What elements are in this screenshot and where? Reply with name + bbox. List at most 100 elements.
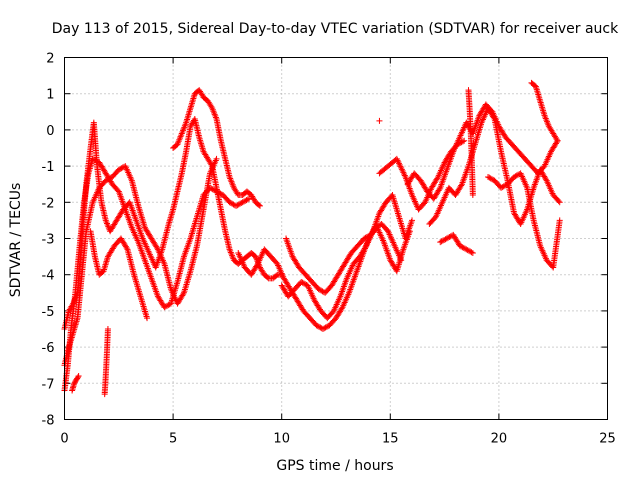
data-point	[313, 322, 320, 329]
series-trace-f	[69, 373, 82, 394]
data-point	[75, 373, 82, 380]
data-point	[302, 281, 309, 288]
data-point	[212, 187, 219, 194]
data-point	[208, 103, 215, 110]
data-point	[376, 117, 383, 124]
data-point	[463, 246, 470, 253]
data-point	[499, 184, 506, 191]
data-point	[316, 323, 323, 330]
data-point	[162, 303, 169, 310]
data-point	[246, 195, 253, 202]
data-point	[485, 173, 492, 180]
data-point	[459, 244, 466, 251]
data-point	[553, 136, 560, 143]
data-point	[240, 198, 247, 205]
x-tick-label: 10	[273, 432, 290, 447]
y-tick-label: 1	[46, 88, 54, 103]
series-trace-e	[101, 326, 111, 398]
series-trace-p	[437, 231, 476, 256]
data-point	[74, 374, 81, 381]
series-trace-o	[485, 170, 563, 271]
data-point	[144, 315, 151, 322]
data-point	[315, 286, 322, 293]
data-point	[230, 201, 237, 208]
y-axis-label: SDTVAR / TECUs	[8, 183, 24, 298]
data-point	[234, 202, 241, 209]
series-trace-n	[528, 79, 561, 144]
data-point	[165, 302, 172, 309]
data-point	[115, 166, 122, 173]
data-point	[458, 243, 465, 250]
data-point	[512, 173, 519, 180]
data-point	[464, 247, 471, 254]
data-point	[316, 286, 323, 293]
x-tick-label: 20	[491, 432, 508, 447]
data-point	[236, 200, 243, 207]
data-point	[117, 165, 124, 172]
y-tick-label: -5	[42, 305, 55, 320]
data-point	[436, 186, 443, 193]
data-point	[227, 200, 234, 207]
y-tick-label: -3	[42, 233, 55, 248]
data-point	[409, 217, 416, 224]
data-point	[513, 172, 520, 179]
data-point	[229, 200, 236, 207]
data-point	[299, 279, 306, 286]
series-trace-h	[235, 221, 405, 332]
data-point	[273, 272, 280, 279]
y-tick-label: 2	[46, 52, 54, 67]
data-point	[323, 323, 330, 330]
data-point	[314, 323, 321, 330]
data-point	[456, 242, 463, 249]
data-point	[486, 174, 493, 181]
data-point	[490, 114, 497, 121]
data-point	[363, 234, 370, 241]
data-point	[164, 302, 171, 309]
series-trace-q	[465, 87, 476, 199]
data-point	[469, 249, 476, 256]
data-point	[244, 196, 251, 203]
data-point	[318, 287, 325, 294]
series-trace-c	[61, 155, 220, 369]
data-point	[321, 325, 328, 332]
data-point	[123, 245, 130, 252]
data-point	[300, 280, 307, 287]
data-point	[511, 173, 518, 180]
data-point	[555, 198, 562, 205]
data-point	[214, 189, 221, 196]
data-point	[554, 137, 561, 144]
data-point	[501, 182, 508, 189]
data-point	[465, 247, 472, 254]
data-point	[442, 236, 449, 243]
series-trace-r	[376, 117, 383, 124]
data-point	[322, 324, 329, 331]
data-point	[439, 237, 446, 244]
data-point	[556, 199, 563, 206]
x-tick-label: 25	[599, 432, 616, 447]
data-point	[317, 324, 324, 331]
data-point	[216, 189, 223, 196]
data-point	[102, 177, 109, 184]
data-point	[104, 176, 111, 183]
data-point	[443, 235, 450, 242]
y-tick-label: -8	[42, 414, 55, 429]
data-point	[460, 244, 467, 251]
data-point	[89, 155, 96, 162]
data-point	[92, 157, 99, 164]
data-point	[461, 137, 468, 144]
data-point	[91, 156, 98, 163]
data-point	[319, 326, 326, 332]
data-point	[441, 236, 448, 243]
x-tick-label: 15	[382, 432, 399, 447]
data-point	[118, 165, 125, 172]
data-point	[365, 233, 372, 240]
y-tick-label: -7	[42, 377, 55, 392]
data-point	[213, 188, 220, 195]
data-point	[106, 175, 113, 182]
data-point	[406, 228, 413, 235]
data-point	[298, 278, 305, 285]
x-tick-label: 0	[60, 432, 68, 447]
data-point	[93, 158, 100, 165]
